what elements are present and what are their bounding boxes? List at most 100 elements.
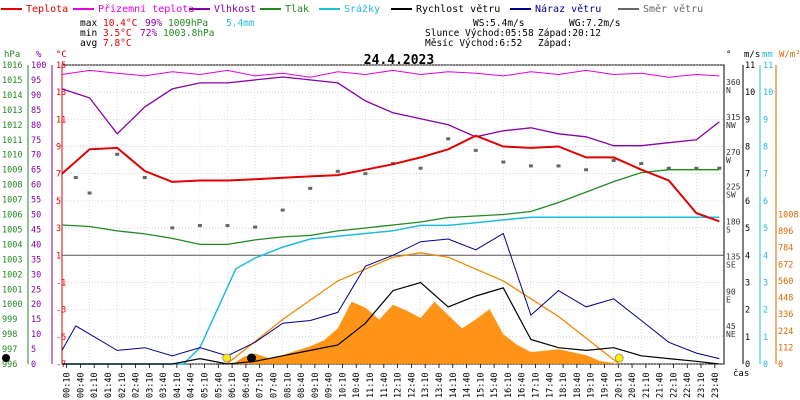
x-tick-label: 17:10 (532, 372, 542, 398)
tick-label-dir: 45 (726, 322, 736, 331)
stats-mesic: Měsíc Východ:6:52 (425, 38, 522, 49)
series-wind-dir-point (666, 166, 671, 170)
tick-label-hpa: 1011 (2, 136, 22, 146)
tick-label-mm: 10 (763, 88, 773, 98)
stats-slunce: Slunce Východ:05:58 (425, 28, 534, 39)
tick-label-pct: 50 (31, 211, 41, 221)
tick-label-ms: 4 (745, 251, 750, 261)
tick-label-dir: 360 (726, 78, 741, 87)
tick-label-hpa: 1014 (2, 91, 22, 101)
right-axes: 360N315NW270W225SW180S135SE90E45NE111098… (726, 61, 798, 370)
series-wind-dir-point (197, 224, 202, 228)
tick-label-dir-letter: S (726, 226, 731, 235)
tick-label-wm2: 112 (778, 343, 793, 353)
x-tick-label: 22:10 (669, 372, 679, 398)
x-axis: 00:10 00:40 01:10 01:40 02:10 02:40 03:10 03:40… (63, 364, 721, 398)
tick-label-dir-letter: E (726, 295, 731, 304)
tick-label-pct: 40 (31, 240, 41, 250)
x-tick-label: 08:10 (283, 372, 293, 398)
tick-label-pct: 25 (31, 285, 41, 295)
tick-label-mm: 7 (763, 170, 768, 180)
tick-label-temp: -7 (56, 360, 66, 370)
tick-label-wm2: 1008 (778, 211, 798, 221)
series-wind-dir-point (115, 152, 120, 156)
series-solar-area (62, 301, 720, 364)
tick-label-hpa: 1002 (2, 270, 22, 280)
axis-unit-wm2: W/m² (779, 50, 800, 60)
tick-label-pct: 35 (31, 255, 41, 265)
series-wind-dir-point (335, 169, 340, 173)
legend-label-teplota: Teplota (26, 4, 68, 15)
tick-label-hpa: 1009 (2, 166, 22, 176)
tick-label-hpa: 1008 (2, 181, 22, 191)
moonrise-marker (246, 353, 256, 363)
series-temp-line (61, 134, 720, 223)
x-tick-label: 23:10 (697, 372, 707, 398)
tick-label-dir-letter: SW (726, 191, 736, 200)
x-tick-label: 03:40 (159, 372, 169, 398)
series-wind-dir-point (170, 226, 175, 230)
x-tick-label: 18:40 (573, 372, 583, 398)
tick-label-pct: 90 (31, 91, 41, 101)
tick-label-pct: 80 (31, 121, 41, 131)
tick-label-mm: 4 (763, 251, 768, 261)
x-tick-label: 15:40 (490, 372, 500, 398)
x-tick-label: 13:40 (435, 372, 445, 398)
x-tick-label: 16:10 (504, 372, 514, 398)
tick-label-hpa: 1003 (2, 255, 22, 265)
stats-max-temp: 10.4°C (103, 18, 137, 29)
x-tick-label: 10:10 (338, 372, 348, 398)
stats-max-pres: 1009hPa (168, 18, 208, 29)
legend-label-naraz: Náraz větru (535, 3, 601, 15)
tick-label-hpa: 1010 (2, 151, 22, 161)
x-tick-label: 08:40 (297, 372, 307, 398)
x-tick-label: 10:40 (352, 372, 362, 398)
sunset-marker (614, 353, 624, 363)
tick-label-mm: 3 (763, 278, 768, 288)
legend-label-prizemni: Přízemní teplota (98, 3, 194, 15)
tick-label-mm: 1 (763, 333, 768, 343)
tick-label-wm2: 784 (778, 244, 793, 254)
series-wind-dir-point (473, 148, 478, 152)
axis-unit-mm: mm (762, 50, 773, 60)
series-ground-temp-line (61, 69, 720, 78)
x-tick-label: 14:10 (449, 372, 459, 398)
series-wind-dir-point (253, 225, 258, 229)
stats-min-label: min (80, 28, 97, 39)
stats-ws: WS:5.4m/s (473, 18, 524, 29)
series-wind-dir-point (694, 166, 699, 170)
tick-label-pct: 20 (31, 300, 41, 310)
tick-label-wm2: 448 (778, 294, 793, 304)
series-wind-dir-point (446, 137, 451, 141)
tick-label-pct: 10 (31, 330, 41, 340)
tick-label-hpa: 1012 (2, 121, 22, 131)
tick-label-mm: 5 (763, 224, 768, 234)
stats-slunce-zapad: Západ:20:12 (538, 28, 601, 39)
x-tick-label: 19:40 (600, 372, 610, 398)
x-tick-label: 18:10 (559, 372, 569, 398)
x-tick-label: 17:40 (545, 372, 555, 398)
tick-label-temp: -1 (56, 278, 66, 288)
series-wind-dir-point (142, 176, 147, 180)
tick-label-pct: 15 (31, 315, 41, 325)
x-tick-label: 23:40 (711, 372, 721, 398)
x-tick-label: 09:40 (325, 372, 335, 398)
x-tick-label: 01:40 (104, 372, 114, 398)
tick-label-hpa: 1006 (2, 211, 22, 221)
axis-unit-temp: °C (56, 50, 67, 60)
x-tick-label: 00:40 (76, 372, 86, 398)
tick-label-dir: 315 (726, 113, 741, 122)
series-humidity-line (61, 76, 720, 147)
x-tick-label: 04:40 (187, 372, 197, 398)
tick-label-pct: 65 (31, 166, 41, 176)
tick-label-ms: 6 (745, 197, 750, 207)
series-wind-dir-point (501, 160, 506, 164)
series-wind-dir-point (556, 164, 561, 168)
x-tick-label: 05:10 (201, 372, 211, 398)
tick-label-dir: 225 (726, 183, 741, 192)
sunrise-marker (222, 353, 232, 363)
left-axes: 1016101510141013101210111010100910081007… (2, 61, 66, 370)
series-wind-dir-point (363, 172, 368, 176)
x-tick-label: 19:10 (587, 372, 597, 398)
